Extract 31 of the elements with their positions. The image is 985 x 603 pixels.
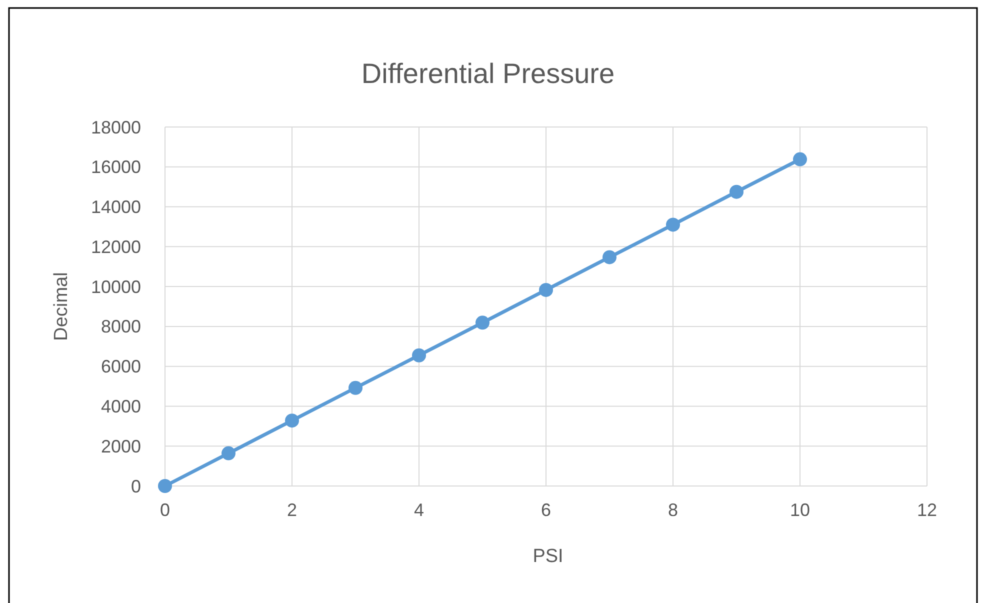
x-tick-label: 0 bbox=[160, 500, 170, 520]
x-tick-label: 10 bbox=[790, 500, 810, 520]
point bbox=[222, 446, 236, 460]
point bbox=[476, 316, 490, 330]
y-tick-label: 0 bbox=[130, 476, 141, 496]
point bbox=[666, 218, 680, 232]
point bbox=[348, 380, 362, 395]
x-tick-label: 8 bbox=[668, 500, 678, 520]
y-tick-label: 2000 bbox=[100, 436, 141, 456]
point bbox=[285, 414, 299, 428]
x-tick-label: 2 bbox=[286, 500, 298, 520]
point bbox=[412, 348, 426, 362]
y-tick-label: 4000 bbox=[100, 396, 141, 417]
x-tick-label: 4 bbox=[414, 500, 424, 520]
x-tick-label: 12 bbox=[916, 500, 938, 520]
point bbox=[158, 479, 172, 493]
y-tick-label: 16000 bbox=[90, 157, 141, 178]
point bbox=[730, 184, 744, 199]
y-tick-label: 6000 bbox=[100, 356, 141, 377]
x-axis-title: PSI bbox=[532, 546, 564, 567]
point bbox=[793, 152, 807, 166]
y-tick-label: 14000 bbox=[90, 197, 141, 218]
y-axis-title: Decimal bbox=[51, 272, 72, 341]
y-tick-label: 18000 bbox=[90, 117, 141, 138]
point bbox=[602, 250, 616, 264]
point bbox=[539, 282, 553, 297]
y-tick-label: 12000 bbox=[90, 236, 141, 257]
y-tick-label: 8000 bbox=[100, 316, 141, 337]
x-tick-label: 6 bbox=[540, 500, 552, 520]
chart-title: Differential Pressure bbox=[361, 58, 615, 89]
y-tick-label: 10000 bbox=[90, 276, 141, 297]
